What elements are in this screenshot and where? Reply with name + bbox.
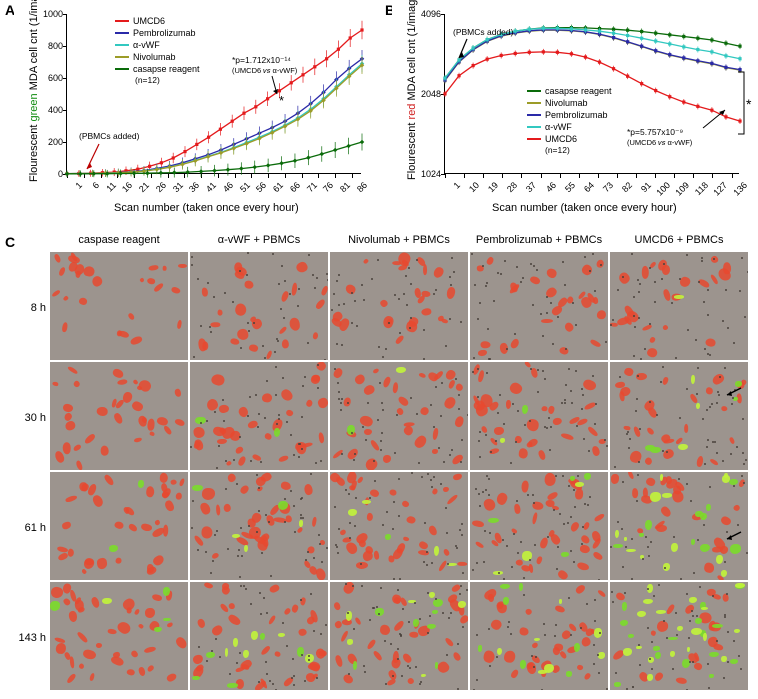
xtick-label: 16	[113, 180, 134, 201]
ytick-label: 600	[33, 73, 63, 83]
micrograph-cell	[330, 582, 468, 690]
micrograph-cell	[330, 362, 468, 470]
panel-c-label: C	[5, 234, 15, 250]
xtick-label: 1	[441, 180, 462, 201]
xtick-label: 6	[80, 180, 101, 201]
xtick-label: 91	[632, 180, 653, 201]
panel-c-grid-wrap: caspase reagentα-vWF + PBMCsNivolumab + …	[50, 234, 750, 696]
col-header: UMCD6 + PBMCs	[610, 234, 748, 246]
ytick-label: 400	[33, 105, 63, 115]
xtick-label: 1	[63, 180, 84, 201]
row-header: 8 h	[6, 302, 46, 314]
row-header: 30 h	[6, 412, 46, 424]
xtick-label: 86	[348, 180, 369, 201]
arrow-icon	[724, 386, 742, 401]
arrow-icon	[724, 530, 742, 545]
ytick-label: 1000	[33, 9, 63, 19]
xtick-label: 66	[281, 180, 302, 201]
col-header: Nivolumab + PBMCs	[330, 234, 468, 246]
ytick-label: 800	[33, 41, 63, 51]
chart-b-plot: 1024204840961101928374655647382911001091…	[444, 14, 739, 174]
row-header: 143 h	[6, 632, 46, 644]
xtick-label: 19	[479, 180, 500, 201]
xtick-label: 64	[575, 180, 596, 201]
micrograph-cell	[330, 472, 468, 580]
micrograph-grid	[50, 252, 748, 690]
chart-b: Flourescent red MDA cell cnt (1/image) 1…	[392, 4, 754, 229]
micrograph-cell	[190, 582, 328, 690]
xtick-label: 100	[651, 180, 672, 201]
micrograph-cell	[190, 252, 328, 360]
xtick-label: 81	[331, 180, 352, 201]
xtick-label: 41	[197, 180, 218, 201]
col-header: caspase reagent	[50, 234, 188, 246]
star: *	[279, 94, 284, 109]
xtick-label: 10	[460, 180, 481, 201]
micrograph-cell	[470, 582, 608, 690]
chart-a-xtitle: Scan number (taken once every hour)	[114, 202, 299, 214]
chart-b-xtitle: Scan number (taken once every hour)	[492, 202, 677, 214]
chart-a: Flourescent green MDA cell cnt (1/image)…	[14, 4, 382, 229]
xtick-label: 37	[517, 180, 538, 201]
micrograph-cell	[50, 362, 188, 470]
xtick-label: 26	[147, 180, 168, 201]
ytick-label: 0	[33, 169, 63, 179]
xtick-label: 127	[708, 180, 729, 201]
xtick-label: 55	[555, 180, 576, 201]
xtick-label: 21	[130, 180, 151, 201]
micrograph-cell	[330, 252, 468, 360]
xtick-label: 82	[613, 180, 634, 201]
xtick-label: 11	[96, 180, 117, 201]
xtick-label: 118	[689, 180, 710, 201]
col-header: Pembrolizumab + PBMCs	[470, 234, 608, 246]
micrograph-cell	[50, 252, 188, 360]
micrograph-cell	[610, 362, 748, 470]
xtick-label: 136	[727, 180, 748, 201]
chart-a-ytitle: Flourescent green MDA cell cnt (1/image)	[28, 0, 40, 182]
xtick-label: 28	[498, 180, 519, 201]
micrograph-cell	[610, 252, 748, 360]
xtick-label: 56	[247, 180, 268, 201]
xtick-label: 46	[536, 180, 557, 201]
xtick-label: 61	[264, 180, 285, 201]
micrograph-cell	[50, 582, 188, 690]
ytick-label: 200	[33, 137, 63, 147]
col-header: α-vWF + PBMCs	[190, 234, 328, 246]
star: *	[746, 96, 751, 112]
row-header: 61 h	[6, 522, 46, 534]
xtick-label: 109	[670, 180, 691, 201]
xtick-label: 46	[214, 180, 235, 201]
micrograph-cell	[470, 472, 608, 580]
xtick-label: 76	[314, 180, 335, 201]
ytick-label: 1024	[411, 169, 441, 179]
xtick-label: 73	[594, 180, 615, 201]
micrograph-cell	[190, 472, 328, 580]
micrograph-cell	[610, 472, 748, 580]
micrograph-cell	[50, 472, 188, 580]
micrograph-cell	[610, 582, 748, 690]
xtick-label: 36	[180, 180, 201, 201]
ytick-label: 4096	[411, 9, 441, 19]
micrograph-cell	[470, 362, 608, 470]
micrograph-cell	[470, 252, 608, 360]
chart-a-plot: 0200400600800100016111621263136414651566…	[66, 14, 361, 174]
ytick-label: 2048	[411, 89, 441, 99]
micrograph-cell	[190, 362, 328, 470]
